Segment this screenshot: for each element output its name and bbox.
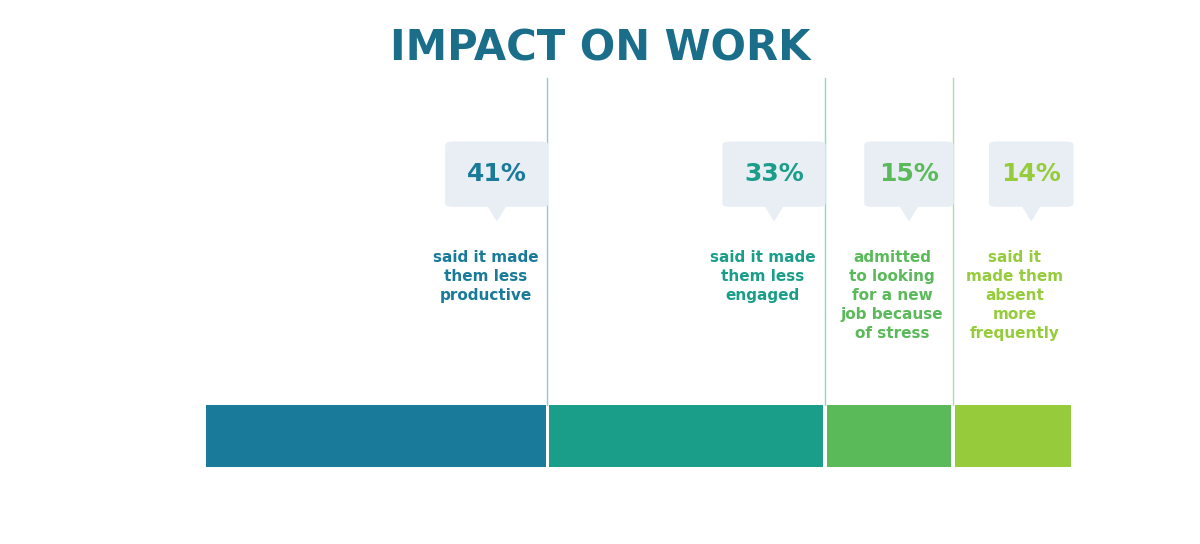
Polygon shape: [486, 203, 508, 220]
FancyBboxPatch shape: [550, 405, 823, 467]
Text: IMPACT ON WORK: IMPACT ON WORK: [390, 27, 810, 69]
FancyBboxPatch shape: [864, 141, 954, 207]
FancyBboxPatch shape: [445, 141, 548, 207]
Text: 41%: 41%: [467, 162, 527, 186]
Text: 14%: 14%: [1001, 162, 1061, 186]
FancyBboxPatch shape: [989, 141, 1074, 207]
FancyBboxPatch shape: [206, 405, 546, 467]
Text: 15%: 15%: [880, 162, 938, 186]
Text: admitted
to looking
for a new
job because
of stress: admitted to looking for a new job becaus…: [841, 250, 943, 342]
Polygon shape: [1021, 203, 1042, 220]
FancyBboxPatch shape: [722, 141, 826, 207]
Polygon shape: [899, 203, 919, 220]
FancyBboxPatch shape: [827, 405, 950, 467]
FancyBboxPatch shape: [955, 405, 1070, 467]
Text: said it made
them less
engaged: said it made them less engaged: [710, 250, 816, 303]
Text: 33%: 33%: [744, 162, 804, 186]
Text: said it made
them less
productive: said it made them less productive: [432, 250, 538, 303]
Polygon shape: [764, 203, 785, 220]
Text: said it
made them
absent
more
frequently: said it made them absent more frequently: [966, 250, 1063, 342]
